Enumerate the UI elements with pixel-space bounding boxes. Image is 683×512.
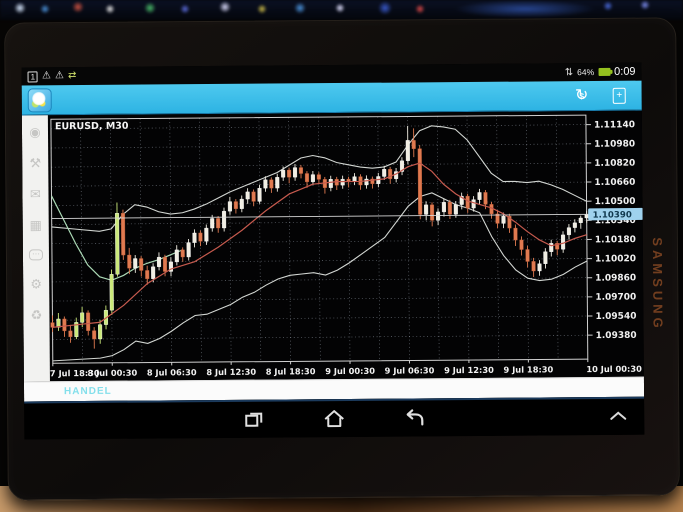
svg-text:1.10390: 1.10390 <box>593 210 632 220</box>
svg-text:EURUSD, M30: EURUSD, M30 <box>55 121 129 133</box>
trade-tab[interactable]: HANDEL <box>63 385 112 398</box>
notification-area[interactable]: 1 ⚠ ⚠ ⇄ <box>27 70 77 82</box>
app-toolbar: ↻ $ + <box>21 80 642 116</box>
tools-icon[interactable]: ⚒ <box>29 155 42 171</box>
metatrader-app-icon[interactable] <box>27 87 52 112</box>
recents-icon <box>245 412 263 427</box>
svg-text:1.10660: 1.10660 <box>594 178 635 188</box>
back-icon <box>406 409 424 426</box>
home-button[interactable] <box>322 409 346 429</box>
svg-text:9 Jul 18:30: 9 Jul 18:30 <box>503 364 553 374</box>
svg-text:1.10980: 1.10980 <box>594 139 635 149</box>
svg-text:1.09700: 1.09700 <box>595 292 636 302</box>
svg-text:1.09540: 1.09540 <box>595 312 636 322</box>
svg-text:8 Jul 06:30: 8 Jul 06:30 <box>147 367 197 377</box>
system-status-area: ⇅ 64% 0:09 <box>565 66 636 79</box>
recents-button[interactable] <box>242 410 266 430</box>
hide-navbar-button[interactable] <box>608 408 628 426</box>
tablet-screen: 1 ⚠ ⚠ ⇄ ⇅ 64% 0:09 ↻ <box>21 62 645 440</box>
svg-text:8 Jul 18:30: 8 Jul 18:30 <box>266 366 316 376</box>
background-screens-bokeh <box>0 0 683 20</box>
trade-dollar-icon: $ <box>579 90 585 101</box>
svg-text:10 Jul 00:30: 10 Jul 00:30 <box>586 364 642 374</box>
svg-text:1.10340: 1.10340 <box>595 216 636 226</box>
warning-icon: ⚠ <box>41 70 52 82</box>
notification-count-icon: 1 <box>27 70 39 82</box>
chat-icon[interactable]: ⋯ <box>28 249 44 261</box>
svg-text:1.11140: 1.11140 <box>594 120 635 130</box>
battery-icon <box>598 67 611 76</box>
svg-text:8 Jul 00:30: 8 Jul 00:30 <box>87 368 137 378</box>
clock: 0:09 <box>614 65 636 78</box>
svg-text:1.10500: 1.10500 <box>595 197 636 207</box>
svg-text:9 Jul 00:30: 9 Jul 00:30 <box>325 366 375 376</box>
sync-loop-icon: ⇄ <box>67 70 77 82</box>
warning-icon: ⚠ <box>54 70 64 82</box>
back-button[interactable] <box>402 408 426 428</box>
toolbar-spacer <box>52 96 573 100</box>
app-body: ◉ ⚒ ✉ ▦ ⋯ ⚙ ♻ 1.11140 1.10980 1.10820 1.106… <box>21 110 644 382</box>
chart-area: 1.11140 1.10980 1.10820 1.10660 1.10500 1.103… <box>48 111 644 382</box>
settings-icon[interactable]: ⚙ <box>30 276 43 292</box>
data-transfer-icon: ⇅ <box>564 66 574 78</box>
svg-text:1.10180: 1.10180 <box>595 235 636 245</box>
journal-icon[interactable]: ♻ <box>30 307 43 323</box>
svg-text:1.10820: 1.10820 <box>594 159 635 169</box>
home-icon <box>324 410 344 428</box>
new-order-trade-icon[interactable]: ↻ $ <box>573 87 591 105</box>
svg-text:7 Jul 18:30: 7 Jul 18:30 <box>50 368 100 378</box>
svg-text:9 Jul 12:30: 9 Jul 12:30 <box>444 365 494 375</box>
sidebar: ◉ ⚒ ✉ ▦ ⋯ ⚙ ♻ <box>21 115 50 382</box>
svg-text:1.09380: 1.09380 <box>596 331 637 341</box>
add-chart-icon[interactable]: + <box>612 87 626 104</box>
battery-percent: 64% <box>577 67 595 78</box>
calendar-icon[interactable]: ▦ <box>29 217 42 233</box>
samsung-brand-logo: SAMSUNG <box>649 237 666 332</box>
account-icon[interactable]: ◉ <box>29 124 41 140</box>
mail-icon[interactable]: ✉ <box>29 186 41 202</box>
chart-svg[interactable]: 1.11140 1.10980 1.10820 1.10660 1.10500 1.103… <box>48 111 644 382</box>
svg-text:1.09860: 1.09860 <box>595 273 636 283</box>
chevron-up-icon <box>610 411 627 420</box>
svg-text:8 Jul 12:30: 8 Jul 12:30 <box>206 367 256 377</box>
svg-text:1.10020: 1.10020 <box>595 254 636 264</box>
android-nav-bar <box>24 396 645 440</box>
svg-text:9 Jul 06:30: 9 Jul 06:30 <box>385 365 435 375</box>
status-spacer <box>76 72 564 76</box>
tablet-device: SAMSUNG 1 ⚠ ⚠ ⇄ ⇅ 64% 0:09 <box>4 17 680 501</box>
